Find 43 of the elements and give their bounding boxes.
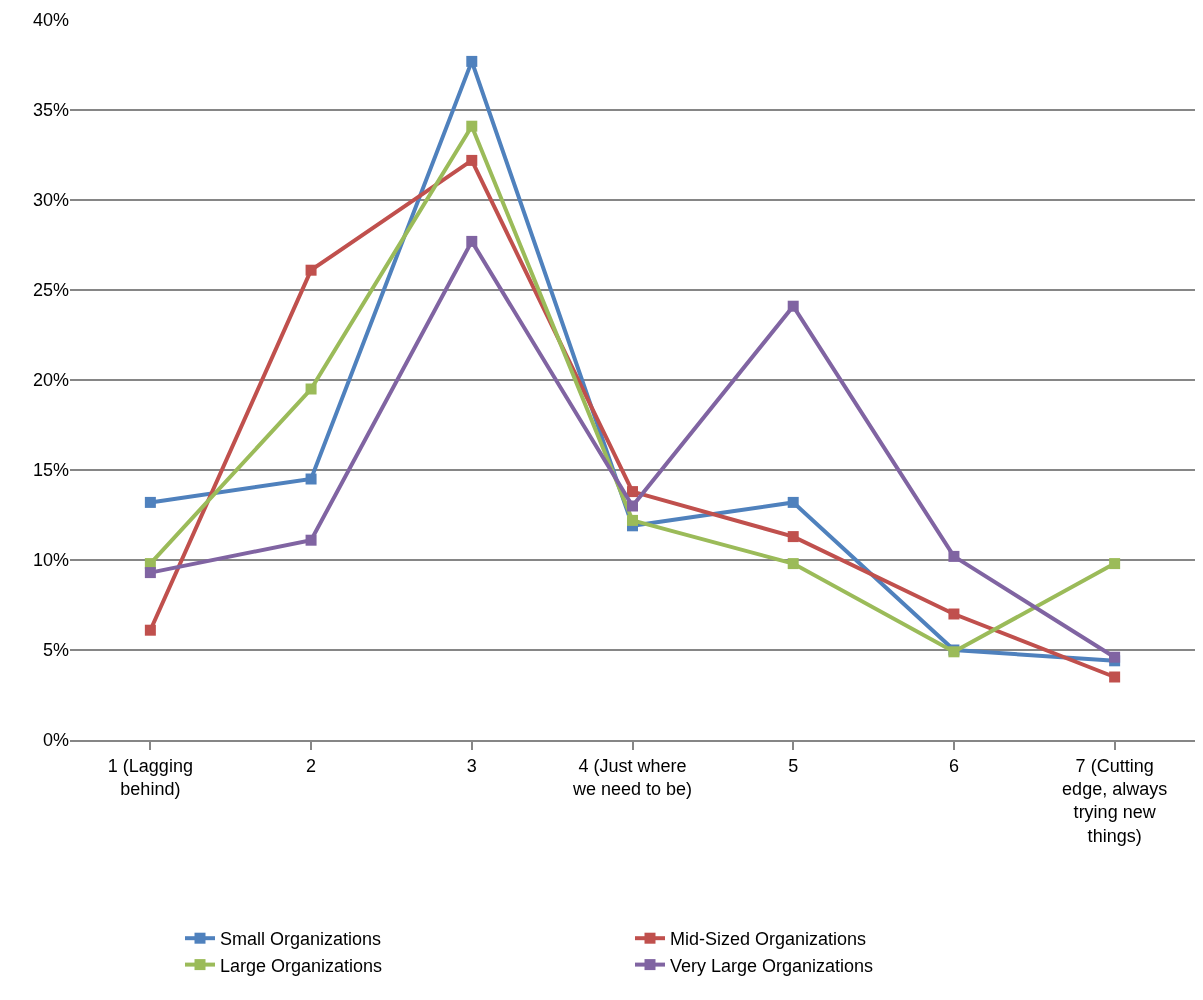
x-tick-label: 1 (Lagging behind) [107, 755, 193, 799]
point [466, 154, 478, 166]
point [1109, 558, 1121, 570]
legend-label: Very Large Organizations [670, 955, 874, 976]
y-tick-label: 15% [32, 460, 69, 481]
x-tick-label: 6 [948, 755, 959, 776]
point [144, 567, 156, 579]
legend-label: Large Organizations [220, 955, 383, 976]
y-tick-label: 25% [32, 280, 69, 301]
point [948, 608, 960, 620]
point [305, 534, 317, 546]
point [466, 55, 478, 67]
point [787, 558, 799, 570]
point [787, 531, 799, 543]
point [466, 120, 478, 132]
x-tick-label: 5 [788, 755, 799, 776]
y-tick-label: 35% [32, 100, 69, 121]
point [627, 514, 638, 526]
point [305, 264, 317, 276]
x-tick-label: 3 [466, 755, 477, 776]
y-tick-label: 30% [32, 190, 69, 211]
y-tick-label: 5% [42, 640, 69, 661]
x-tick-label: 4 (Just where we need to be) [571, 755, 693, 799]
point [948, 550, 960, 562]
point [305, 383, 317, 395]
point [787, 300, 799, 312]
point [1109, 651, 1121, 663]
y-tick-label: 20% [32, 370, 69, 391]
y-tick-label: 40% [32, 10, 69, 31]
point [305, 473, 317, 485]
legend-label: Small Organizations [220, 929, 382, 950]
y-tick-label: 10% [32, 550, 69, 571]
point [144, 624, 156, 636]
x-tick-label: 7 (Cutting edge, always trying new things) [1062, 755, 1168, 846]
point [627, 486, 638, 498]
point [144, 496, 156, 508]
x-tick-label: 2 [306, 755, 317, 776]
point [466, 235, 478, 247]
point [1109, 671, 1121, 683]
point [787, 496, 799, 508]
point [627, 500, 638, 512]
y-tick-label: 0% [42, 730, 69, 751]
legend-label: Mid-Sized Organizations [670, 929, 867, 950]
